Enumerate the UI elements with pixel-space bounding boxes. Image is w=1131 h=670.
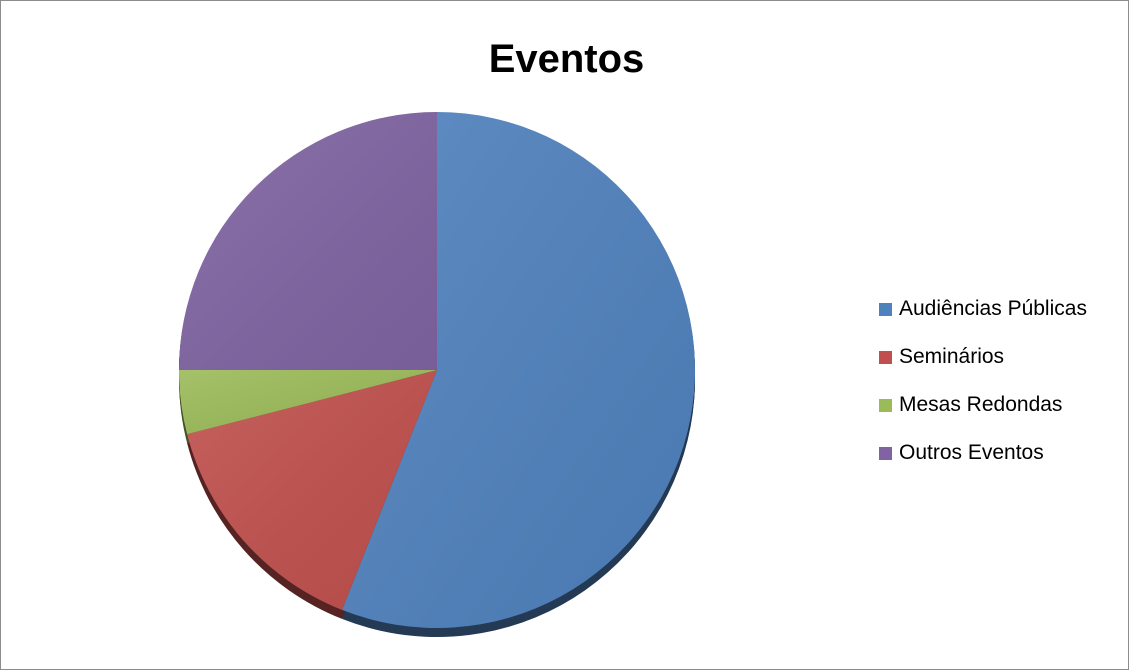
legend-swatch xyxy=(879,446,892,460)
legend-swatch xyxy=(879,398,892,412)
pie-slice-shine xyxy=(342,112,696,628)
pie-slice-shine xyxy=(187,370,437,610)
legend-item: Outros Eventos xyxy=(879,441,1087,465)
pie-slice-shine xyxy=(179,370,437,435)
legend: Audiências Públicas Seminários Mesas Red… xyxy=(879,297,1087,489)
legend-item: Seminários xyxy=(879,345,1087,369)
legend-label: Outros Eventos xyxy=(899,441,1044,464)
legend-item: Audiências Públicas xyxy=(879,297,1087,321)
pie-slice-shine xyxy=(179,112,437,370)
legend-item: Mesas Redondas xyxy=(879,393,1087,417)
legend-label: Seminários xyxy=(899,345,1005,368)
legend-swatch xyxy=(879,350,892,364)
legend-label: Audiências Públicas xyxy=(899,297,1087,320)
legend-label: Mesas Redondas xyxy=(899,393,1063,416)
legend-swatch xyxy=(879,302,892,316)
chart-title: Eventos xyxy=(488,37,645,81)
